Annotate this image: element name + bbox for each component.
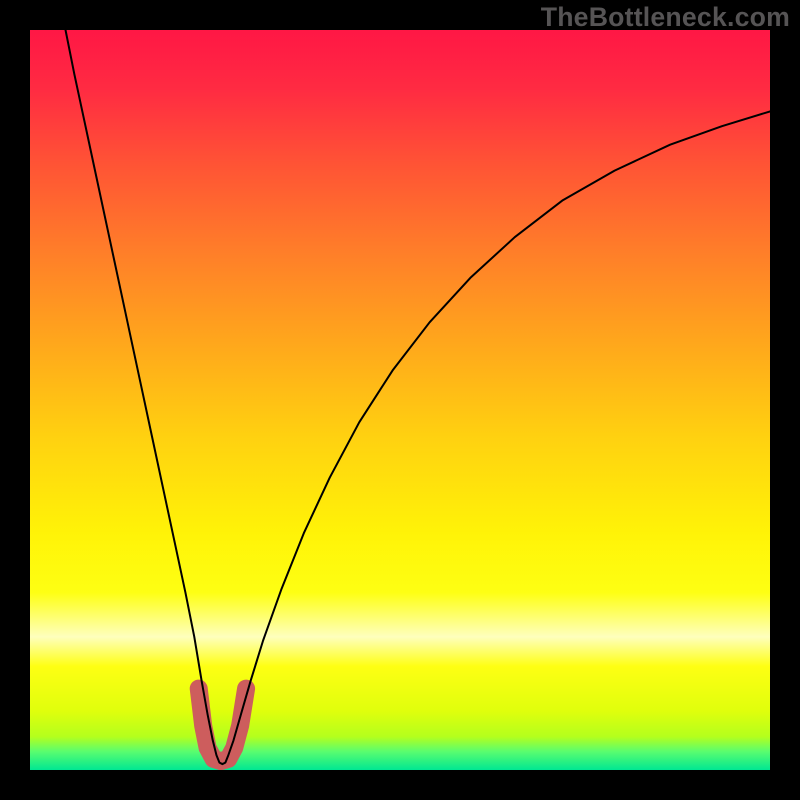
watermark-text: TheBottleneck.com: [541, 2, 790, 33]
plot-area: [30, 30, 770, 770]
curve-layer: [30, 30, 770, 770]
chart-frame: TheBottleneck.com: [0, 0, 800, 800]
bottleneck-curve: [66, 30, 770, 764]
